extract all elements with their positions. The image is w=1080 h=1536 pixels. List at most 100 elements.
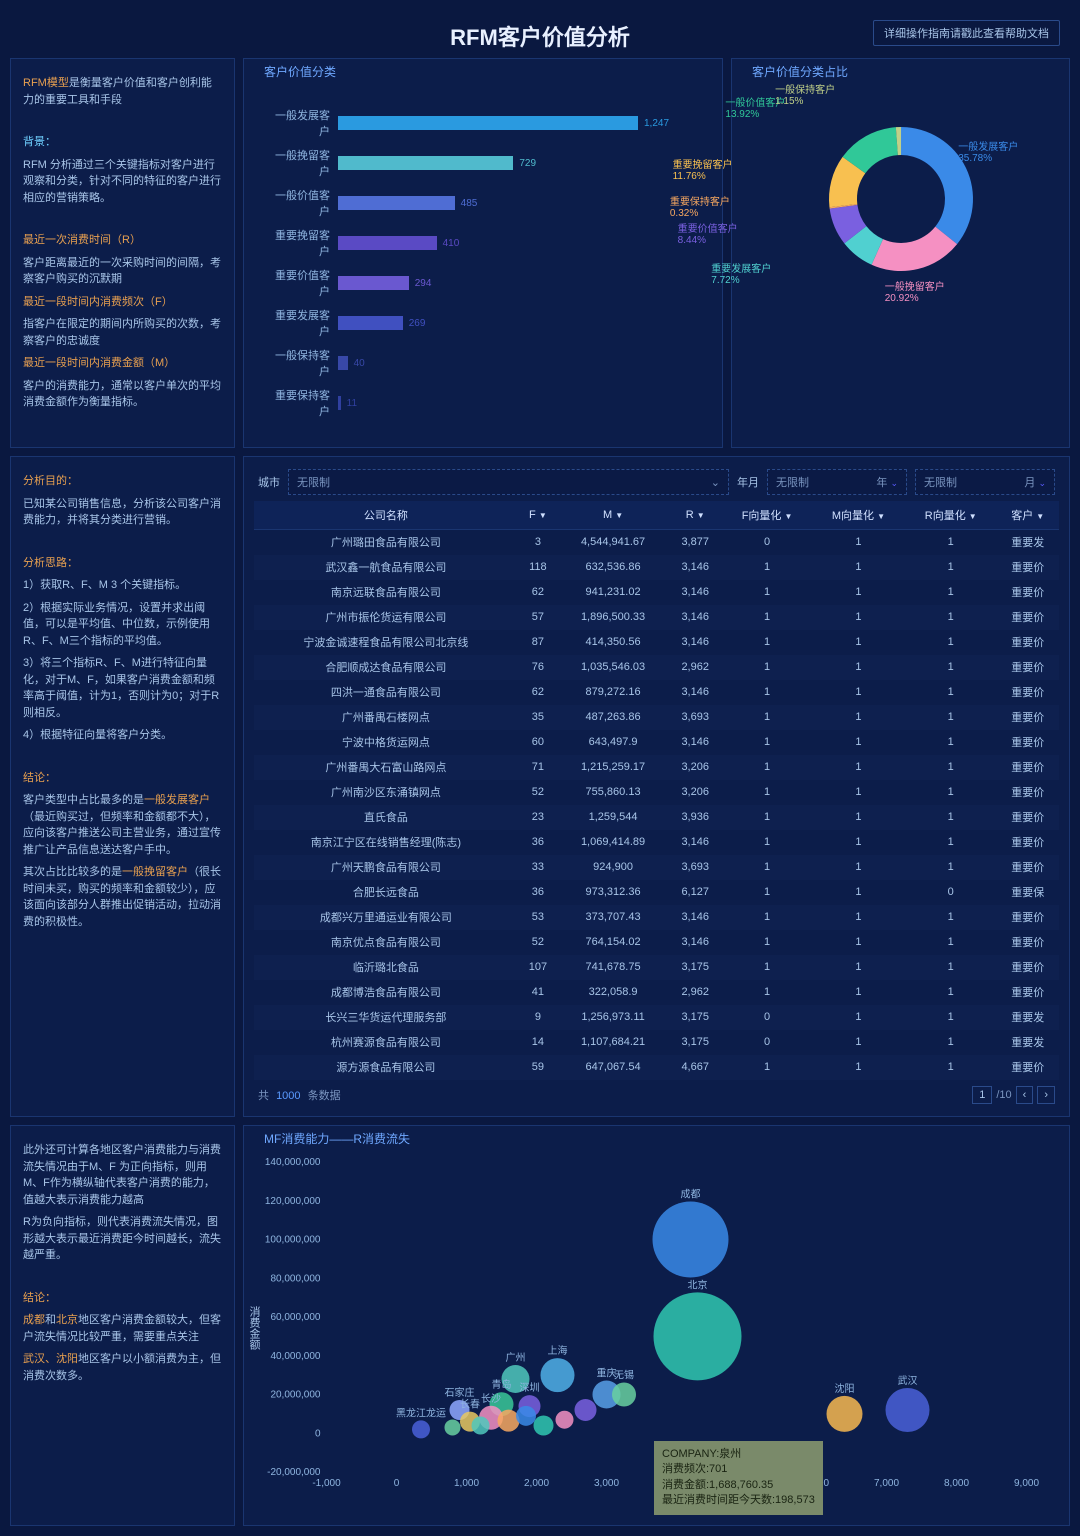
table-cell: 0 bbox=[722, 1005, 812, 1030]
bubble[interactable] bbox=[886, 1388, 930, 1432]
year-select[interactable]: 无限制 年 ⌄ bbox=[767, 469, 907, 495]
svg-text:-20,000,000: -20,000,000 bbox=[267, 1467, 321, 1478]
table-row[interactable]: 武汉鑫一航食品有限公司118632,536.863,146111重要价 bbox=[254, 555, 1059, 580]
table-cell: 3,936 bbox=[668, 805, 722, 830]
table-cell: 414,350.56 bbox=[558, 630, 668, 655]
year-suffix: 年 ⌄ bbox=[876, 474, 898, 490]
help-link[interactable]: 详细操作指南请戳此查看帮助文档 bbox=[873, 20, 1060, 46]
table-cell: 1 bbox=[905, 980, 996, 1005]
svg-text:广州: 广州 bbox=[506, 1352, 526, 1364]
table-cell: 1 bbox=[812, 1055, 905, 1080]
table-header[interactable]: 公司名称 bbox=[254, 501, 518, 530]
table-cell: 3,877 bbox=[668, 530, 722, 555]
bubble[interactable] bbox=[472, 1417, 490, 1435]
table-cell: 1 bbox=[905, 730, 996, 755]
table-cell: 四洪一通食品有限公司 bbox=[254, 680, 518, 705]
table-row[interactable]: 临沂璐北食品107741,678.753,175111重要价 bbox=[254, 955, 1059, 980]
table-cell: 1 bbox=[905, 905, 996, 930]
table-row[interactable]: 广州番禺石楼网点35487,263.863,693111重要价 bbox=[254, 705, 1059, 730]
table-row[interactable]: 广州市振伦货运有限公司571,896,500.333,146111重要价 bbox=[254, 605, 1059, 630]
page-next[interactable]: › bbox=[1037, 1086, 1055, 1104]
svg-text:青岛: 青岛 bbox=[492, 1378, 512, 1391]
table-header[interactable]: F向量化 ▼ bbox=[722, 501, 812, 530]
table-row[interactable]: 长兴三华货运代理服务部91,256,973.113,175011重要发 bbox=[254, 1005, 1059, 1030]
table-cell: 1 bbox=[812, 780, 905, 805]
table-cell: 487,263.86 bbox=[558, 705, 668, 730]
table-row[interactable]: 直氏食品231,259,5443,936111重要价 bbox=[254, 805, 1059, 830]
table-row[interactable]: 源方源食品有限公司59647,067.544,667111重要价 bbox=[254, 1055, 1059, 1080]
table-cell: 1 bbox=[722, 730, 812, 755]
table-cell: 0 bbox=[722, 530, 812, 555]
table-row[interactable]: 南京远联食品有限公司62941,231.023,146111重要价 bbox=[254, 580, 1059, 605]
table-cell: 23 bbox=[518, 805, 558, 830]
bar-value: 40 bbox=[354, 358, 365, 369]
table-header[interactable]: M向量化 ▼ bbox=[812, 501, 905, 530]
table-row[interactable]: 广州天鹏食品有限公司33924,9003,693111重要价 bbox=[254, 855, 1059, 880]
page-current[interactable]: 1 bbox=[972, 1086, 992, 1104]
table-row[interactable]: 南京优点食品有限公司52764,154.023,146111重要价 bbox=[254, 930, 1059, 955]
table-row[interactable]: 四洪一通食品有限公司62879,272.163,146111重要价 bbox=[254, 680, 1059, 705]
bubble[interactable] bbox=[556, 1411, 574, 1429]
bar-row: 重要挽留客户410 bbox=[266, 227, 700, 259]
month-select[interactable]: 无限制 月 ⌄ bbox=[915, 469, 1055, 495]
table-row[interactable]: 广州南沙区东涌镇网点52755,860.133,206111重要价 bbox=[254, 780, 1059, 805]
table-row[interactable]: 杭州赛源食品有限公司141,107,684.213,175011重要发 bbox=[254, 1030, 1059, 1055]
table-row[interactable]: 南京江宁区在线销售经理(陈志)361,069,414.893,146111重要价 bbox=[254, 830, 1059, 855]
bar-label: 重要发展客户 bbox=[266, 307, 338, 339]
city-select[interactable]: 无限制 ⌄ bbox=[288, 469, 729, 495]
bar-row: 重要发展客户 269 bbox=[266, 307, 700, 339]
table-row[interactable]: 合肥顺成达食品有限公司761,035,546.032,962111重要价 bbox=[254, 655, 1059, 680]
table-cell: 3,693 bbox=[668, 705, 722, 730]
bubble[interactable] bbox=[534, 1416, 554, 1436]
s3-c2a: 武汉、沈阳 bbox=[23, 1353, 78, 1365]
table-row[interactable]: 宁波中格货运网点60643,497.93,146111重要价 bbox=[254, 730, 1059, 755]
table-cell: 成都兴万里通运业有限公司 bbox=[254, 905, 518, 930]
bubble[interactable] bbox=[541, 1358, 575, 1392]
bubble[interactable] bbox=[827, 1396, 863, 1432]
svg-text:120,000,000: 120,000,000 bbox=[265, 1196, 321, 1207]
table-cell: 373,707.43 bbox=[558, 905, 668, 930]
table-cell: 3,206 bbox=[668, 755, 722, 780]
table-cell: 重要价 bbox=[996, 780, 1059, 805]
bubble[interactable] bbox=[412, 1420, 430, 1438]
table-cell: 南京优点食品有限公司 bbox=[254, 930, 518, 955]
table-row[interactable]: 广州璐田食品有限公司34,544,941.673,877011重要发 bbox=[254, 530, 1059, 555]
table-row[interactable]: 合肥长远食品36973,312.366,127110重要保 bbox=[254, 880, 1059, 905]
s3-concl-label: 结论： bbox=[23, 1290, 222, 1307]
table-cell: 1 bbox=[812, 605, 905, 630]
table-cell: 1 bbox=[722, 980, 812, 1005]
page-prev[interactable]: ‹ bbox=[1016, 1086, 1034, 1104]
table-header[interactable]: M ▼ bbox=[558, 501, 668, 530]
bar-label: 一般保持客户 bbox=[266, 347, 338, 379]
table-cell: 重要发 bbox=[996, 1005, 1059, 1030]
table-row[interactable]: 宁波金诚速程食品有限公司北京线87414,350.563,146111重要价 bbox=[254, 630, 1059, 655]
table-cell: 重要价 bbox=[996, 905, 1059, 930]
table-row[interactable]: 成都博浩食品有限公司41322,058.92,962111重要价 bbox=[254, 980, 1059, 1005]
table-row[interactable]: 广州番禺大石富山路网点711,215,259.173,206111重要价 bbox=[254, 755, 1059, 780]
table-cell: 重要价 bbox=[996, 730, 1059, 755]
table-cell: 1 bbox=[812, 830, 905, 855]
table-cell: 1 bbox=[722, 1055, 812, 1080]
table-cell: 1 bbox=[722, 805, 812, 830]
table-cell: 3,146 bbox=[668, 830, 722, 855]
bubble[interactable] bbox=[612, 1383, 636, 1407]
table-header[interactable]: R ▼ bbox=[668, 501, 722, 530]
bubble[interactable] bbox=[653, 1202, 729, 1278]
table-row[interactable]: 成都兴万里通运业有限公司53373,707.433,146111重要价 bbox=[254, 905, 1059, 930]
bar-value: 269 bbox=[409, 318, 426, 329]
page-total: /10 bbox=[996, 1089, 1011, 1101]
table-header[interactable]: 客户 ▼ bbox=[996, 501, 1059, 530]
bubble[interactable] bbox=[516, 1406, 536, 1426]
table-cell: 广州番禺大石富山路网点 bbox=[254, 755, 518, 780]
bubble[interactable] bbox=[498, 1410, 520, 1432]
table-cell: 1 bbox=[905, 1055, 996, 1080]
table-cell: 647,067.54 bbox=[558, 1055, 668, 1080]
table-header[interactable]: F ▼ bbox=[518, 501, 558, 530]
table-header[interactable]: R向量化 ▼ bbox=[905, 501, 996, 530]
table-cell: 宁波中格货运网点 bbox=[254, 730, 518, 755]
svg-text:石家庄: 石家庄 bbox=[445, 1386, 475, 1399]
bubble[interactable] bbox=[445, 1419, 461, 1435]
table-cell: 1 bbox=[812, 1005, 905, 1030]
bubble[interactable] bbox=[575, 1399, 597, 1421]
bubble[interactable] bbox=[654, 1292, 742, 1380]
